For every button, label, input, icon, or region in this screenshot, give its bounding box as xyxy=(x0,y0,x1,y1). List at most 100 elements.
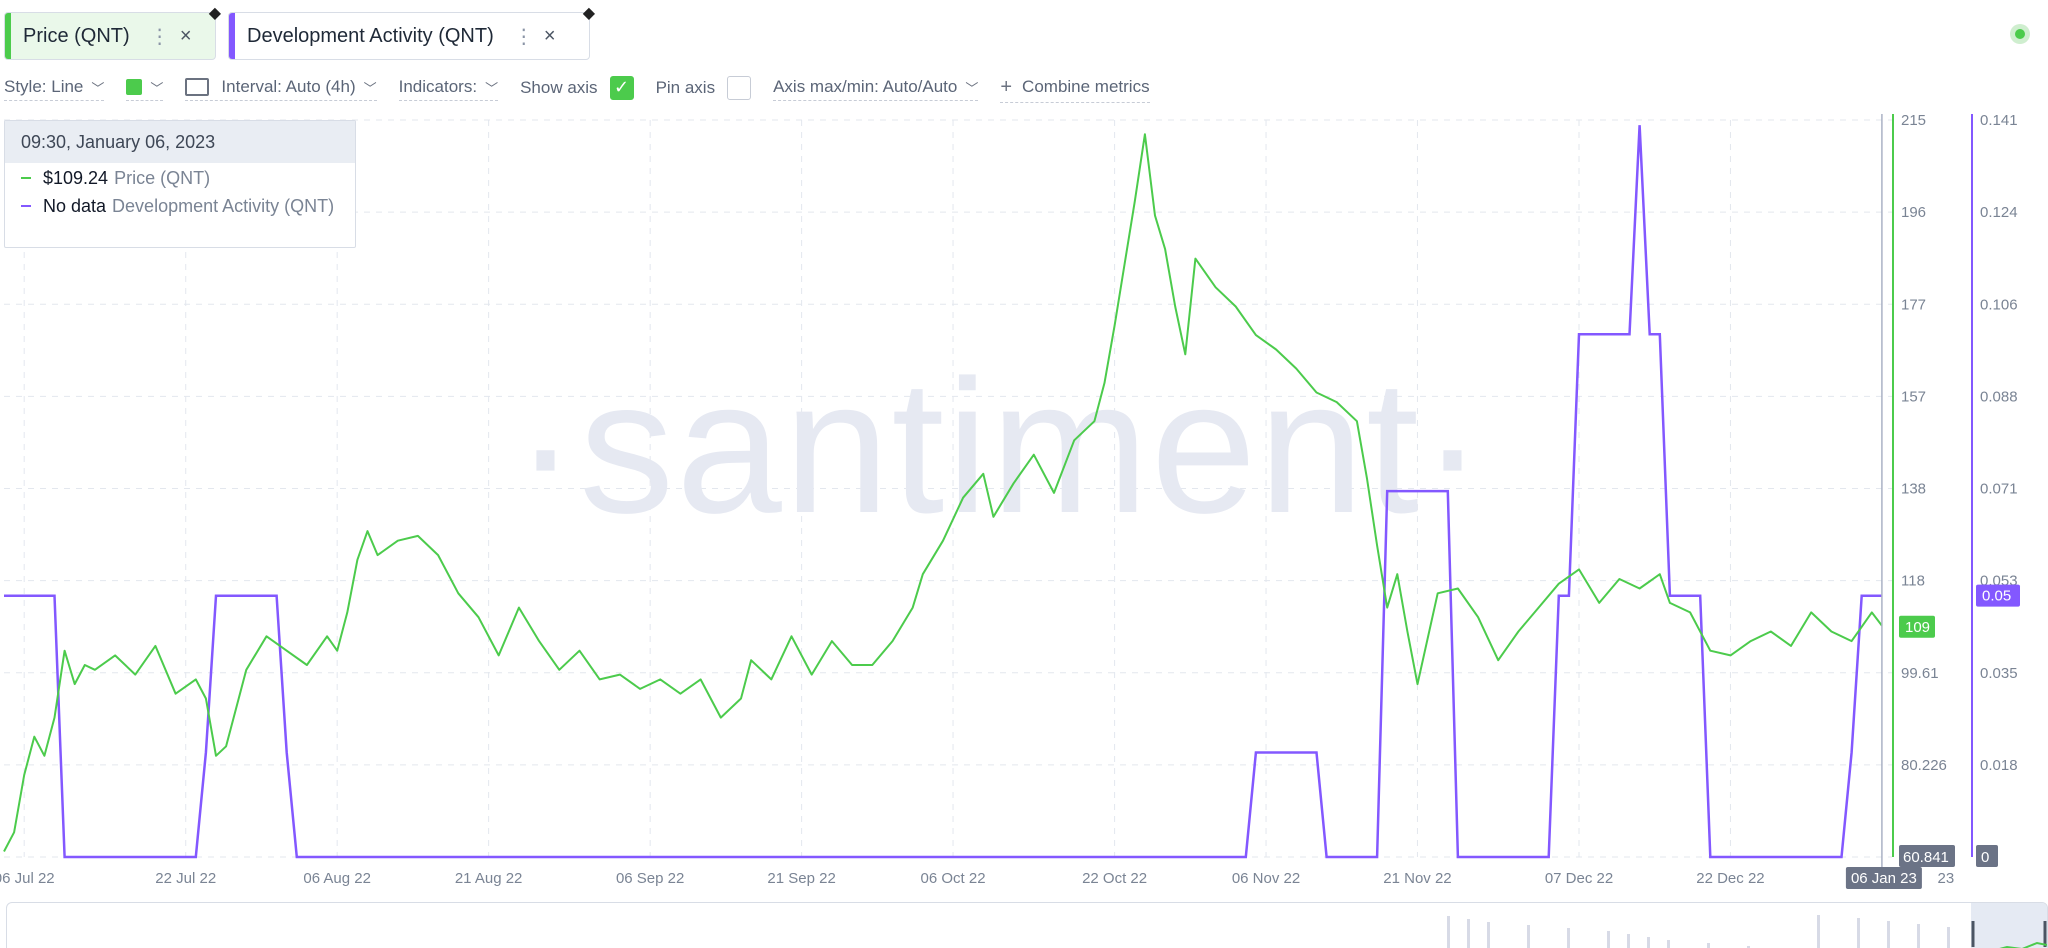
interval-dropdown[interactable]: Interval: Auto (4h) ﹀ xyxy=(185,77,377,101)
x-axis-tick: 21 Nov 22 xyxy=(1383,870,1451,887)
price-axis-tick: 177 xyxy=(1901,296,1926,313)
price-legend-dash xyxy=(21,177,31,179)
chart-canvas[interactable]: ·santiment· 215 196 177 157 138 118 99.61 80.22… xyxy=(0,112,2048,892)
navigator-activity-bar xyxy=(1857,918,1860,948)
price-axis-tick: 138 xyxy=(1901,481,1926,498)
x-axis-tick: 07 Dec 22 xyxy=(1545,870,1613,887)
more-options-icon[interactable]: ⋮ xyxy=(149,25,170,48)
navigator-activity-bar xyxy=(1467,919,1470,948)
close-icon[interactable]: × xyxy=(179,24,192,47)
x-axis-tick: 22 Jul 22 xyxy=(155,870,216,887)
dev-axis-tick: 0.106 xyxy=(1980,296,2018,313)
crosshair-date-label: 06 Jan 23 xyxy=(1851,870,1917,887)
chevron-down-icon: ﹀ xyxy=(965,80,979,96)
chevron-down-icon: ﹀ xyxy=(363,80,377,96)
axis-minmax-dropdown[interactable]: Axis max/min: Auto/Auto ﹀ xyxy=(773,77,979,101)
tooltip-date: 09:30, January 06, 2023 xyxy=(5,121,355,163)
color-swatch xyxy=(126,79,143,95)
tooltip-row-dev-activity: No data Development Activity (QNT) xyxy=(5,193,355,219)
navigator-minimap xyxy=(1447,903,2047,948)
navigator-activity-bar xyxy=(1817,915,1820,948)
more-options-icon[interactable]: ⋮ xyxy=(513,25,534,48)
plus-icon: + xyxy=(1000,75,1013,98)
navigator-price-line xyxy=(1999,941,2047,948)
indicators-label: Indicators: xyxy=(398,77,478,96)
navigator-activity-bar xyxy=(1707,943,1710,948)
metric-settings-toolbar: Style: Line ﹀ ﹀ Interval: Auto (4h) ﹀ In… xyxy=(4,74,1172,104)
navigator-activity-bar xyxy=(1487,922,1490,948)
x-axis-tick: 22 Dec 22 xyxy=(1696,870,1764,887)
pin-axis-toggle[interactable]: Pin axis xyxy=(656,75,752,103)
navigator-activity-bar xyxy=(1947,927,1950,948)
tab-label: Price (QNT) xyxy=(23,24,130,47)
dev-axis-tick: 0.035 xyxy=(1980,665,2018,682)
interval-icon xyxy=(185,78,210,96)
price-line xyxy=(3,133,1883,852)
show-axis-checkbox[interactable]: ✓ xyxy=(609,75,634,100)
price-current-label: 109 xyxy=(1905,619,1930,636)
price-color-swatch xyxy=(5,13,11,59)
dev-current-badge xyxy=(1976,584,2020,607)
dev-axis-tick: 0.088 xyxy=(1980,388,2018,405)
price-axis-min-badge xyxy=(1899,845,1955,867)
chart-axes: 215 196 177 157 138 118 99.61 80.226 60.841 109 0.… xyxy=(0,112,2020,889)
tooltip-dev-activity-value: No data xyxy=(43,195,107,216)
dev-activity-legend-dash xyxy=(21,205,31,207)
tab-development-activity[interactable]: Development Activity (QNT) ⋮ × ◆ xyxy=(228,5,595,60)
price-axis-tick: 196 xyxy=(1901,204,1926,221)
style-label: Style: Line xyxy=(4,77,84,96)
interval-label: Interval: Auto (4h) xyxy=(221,77,356,96)
color-picker[interactable]: ﹀ xyxy=(126,78,164,101)
style-dropdown[interactable]: Style: Line ﹀ xyxy=(4,77,105,101)
dev-axis-tick: 0.018 xyxy=(1980,757,2018,774)
navigator-activity-bar xyxy=(1887,921,1890,948)
dev-axis-tick: 0.124 xyxy=(1980,204,2018,221)
navigator-selection xyxy=(1971,903,2047,948)
santiment-watermark: ·santiment· xyxy=(514,341,1486,553)
x-axis-tick: 22 Oct 22 xyxy=(1082,870,1147,887)
tooltip-row-price: $109.24 Price (QNT) xyxy=(5,165,355,191)
show-axis-toggle[interactable]: Show axis ✓ xyxy=(520,75,634,103)
navigator-activity-bar xyxy=(1527,925,1530,948)
ethereum-icon: ◆ xyxy=(582,5,595,22)
dev-activity-line xyxy=(4,125,1882,859)
price-axis-tick: 215 xyxy=(1901,112,1926,129)
price-current-badge xyxy=(1899,615,1935,638)
pin-axis-checkbox[interactable] xyxy=(727,75,752,100)
tooltip-price-value: $109.24 xyxy=(43,167,109,188)
combine-metrics-button[interactable]: + Combine metrics xyxy=(1000,75,1150,103)
x-axis-tick-trailing: 23 xyxy=(1938,870,1955,887)
dev-axis-tick: 0.141 xyxy=(1980,112,2018,129)
x-axis-tick: 06 Sep 22 xyxy=(616,870,684,887)
navigator-activity-bar xyxy=(1747,946,1750,948)
axis-minmax-label: Axis max/min: Auto/Auto xyxy=(773,77,958,96)
chart-gridlines xyxy=(4,119,1892,858)
price-series xyxy=(3,133,1883,852)
x-axis-tick: 06 Oct 22 xyxy=(921,870,986,887)
x-axis-tick: 21 Sep 22 xyxy=(767,870,835,887)
dev-activity-series xyxy=(4,125,1882,859)
price-axis-tick: 118 xyxy=(1901,573,1925,590)
dev-axis-tick: 0.071 xyxy=(1980,481,2018,498)
navigator-activity-bar xyxy=(1667,940,1670,948)
indicators-dropdown[interactable]: Indicators: ﹀ xyxy=(398,77,499,101)
show-axis-label: Show axis xyxy=(520,77,598,97)
close-icon[interactable]: × xyxy=(543,24,556,47)
dev-current-label: 0.05 xyxy=(1982,588,2011,605)
chart-tooltip: 09:30, January 06, 2023 $109.24 Price (Q… xyxy=(4,120,356,248)
chevron-down-icon: ﹀ xyxy=(485,80,499,96)
navigator-activity-bar xyxy=(1607,931,1610,948)
tooltip-dev-activity-name: Development Activity (QNT) xyxy=(112,195,335,216)
range-navigator[interactable] xyxy=(6,902,2048,948)
tab-price-qnt[interactable]: Price (QNT) ⋮ × ◆ xyxy=(4,5,221,60)
x-axis-tick: 06 Aug 22 xyxy=(303,870,371,887)
navigator-activity-bar xyxy=(1447,916,1450,948)
crosshair-date-badge xyxy=(1845,867,1922,889)
chevron-down-icon: ﹀ xyxy=(91,80,105,96)
tab-label: Development Activity (QNT) xyxy=(247,24,494,47)
dev-axis-min-label: 0 xyxy=(1981,849,1989,866)
navigator-activity-bar xyxy=(1567,928,1570,948)
x-axis-tick: 06 Jul 22 xyxy=(0,870,55,887)
tooltip-price-name: Price (QNT) xyxy=(114,167,211,188)
price-axis-tick: 157 xyxy=(1901,388,1926,405)
